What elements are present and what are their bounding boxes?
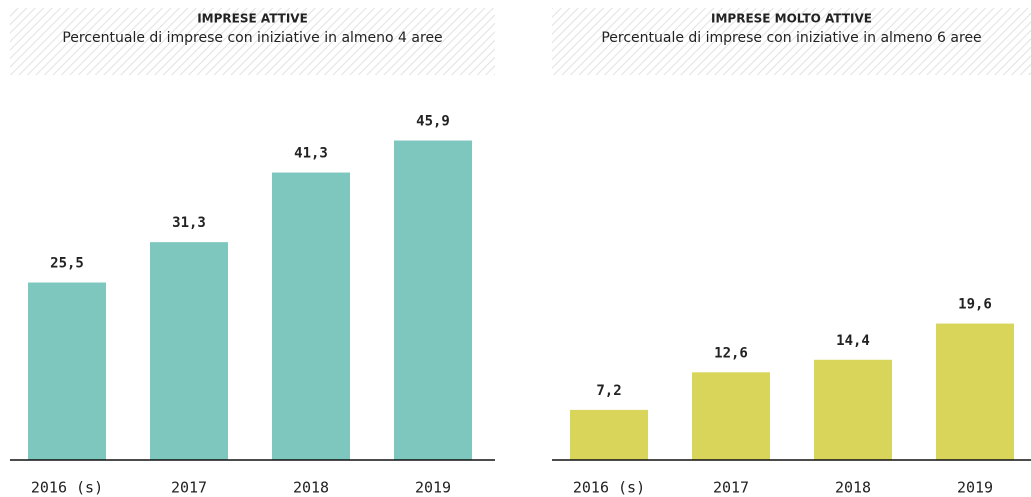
value-label: 7,2 — [596, 383, 621, 399]
value-label: 45,9 — [416, 114, 450, 130]
x-tick-label: 2018 — [293, 479, 329, 497]
chart-subtitle: Percentuale di imprese con iniziative in… — [601, 30, 981, 46]
x-tick-label: 2019 — [415, 479, 451, 497]
bar — [150, 242, 228, 460]
header-background — [10, 8, 495, 75]
bar — [570, 409, 648, 460]
value-label: 19,6 — [958, 297, 992, 313]
x-tick-label: 2017 — [713, 479, 749, 497]
bar — [936, 323, 1014, 460]
value-label: 25,5 — [50, 256, 84, 272]
value-label: 14,4 — [836, 333, 870, 349]
value-label: 12,6 — [714, 345, 748, 361]
bar — [28, 282, 106, 460]
bar — [272, 172, 350, 460]
bar — [394, 140, 472, 460]
value-label: 31,3 — [172, 215, 206, 231]
chart-title: IMPRESE MOLTO ATTIVE — [711, 12, 872, 26]
value-label: 41,3 — [294, 146, 328, 162]
chart-title: IMPRESE ATTIVE — [197, 12, 308, 26]
x-tick-label: 2016 (s) — [573, 479, 645, 497]
x-tick-label: 2018 — [835, 479, 871, 497]
bar — [692, 372, 770, 460]
x-tick-label: 2016 (s) — [31, 479, 103, 497]
chart-subtitle: Percentuale di imprese con iniziative in… — [62, 30, 442, 46]
header-background — [552, 8, 1031, 75]
x-tick-label: 2017 — [171, 479, 207, 497]
x-tick-label: 2019 — [957, 479, 993, 497]
bar — [814, 359, 892, 460]
